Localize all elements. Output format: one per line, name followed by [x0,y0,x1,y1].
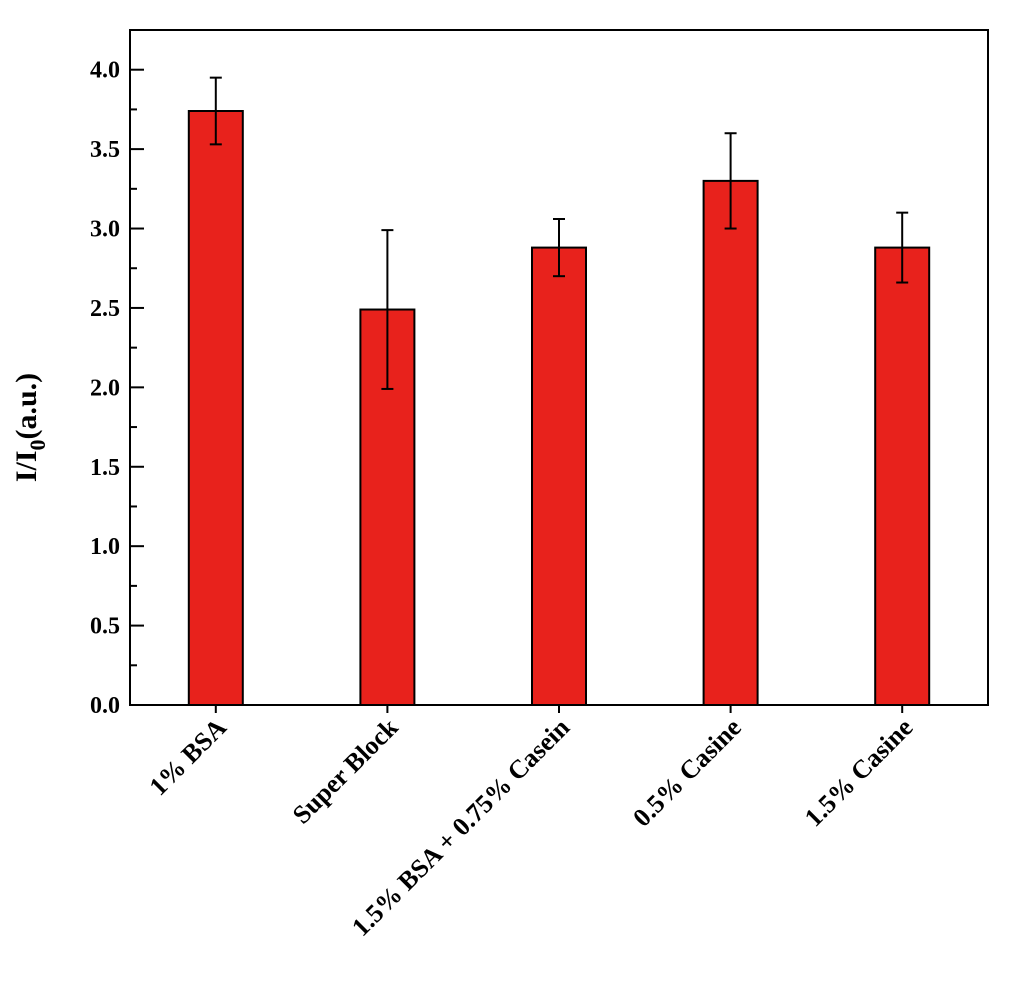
y-tick-label: 0.0 [90,693,120,719]
y-tick-label: 3.5 [90,137,120,163]
y-tick-label: 1.0 [90,534,120,560]
y-axis-label-unit: (a.u.) [10,373,43,440]
x-tick-label: 1% BSA [144,713,233,802]
bar [702,179,759,707]
bar [531,246,587,707]
y-tick-label: 2.0 [90,375,120,401]
y-axis-label: I/I0(a.u.) [10,373,50,482]
y-tick-label: 1.5 [90,455,120,481]
y-tick-label: 3.0 [90,217,120,243]
x-tick-label: Super Block [287,712,404,829]
y-tick-label: 4.0 [90,58,120,84]
y-axis-label-main: I/I [10,450,43,482]
y-tick-label: 2.5 [90,296,120,322]
y-tick-label: 0.5 [90,614,120,640]
x-tick-label: 0.5% Casine [627,713,747,833]
y-axis-label-subscript: 0 [25,439,50,450]
y-axis: 0.0 0.5 1.0 1.5 2.0 2.5 3.0 3.5 4.0 [90,58,144,719]
x-tick-label: 1.5% Casine [799,713,919,833]
bars-layer [187,110,931,707]
bar [187,110,244,706]
error-bars-layer [209,76,909,390]
bar [874,246,931,707]
